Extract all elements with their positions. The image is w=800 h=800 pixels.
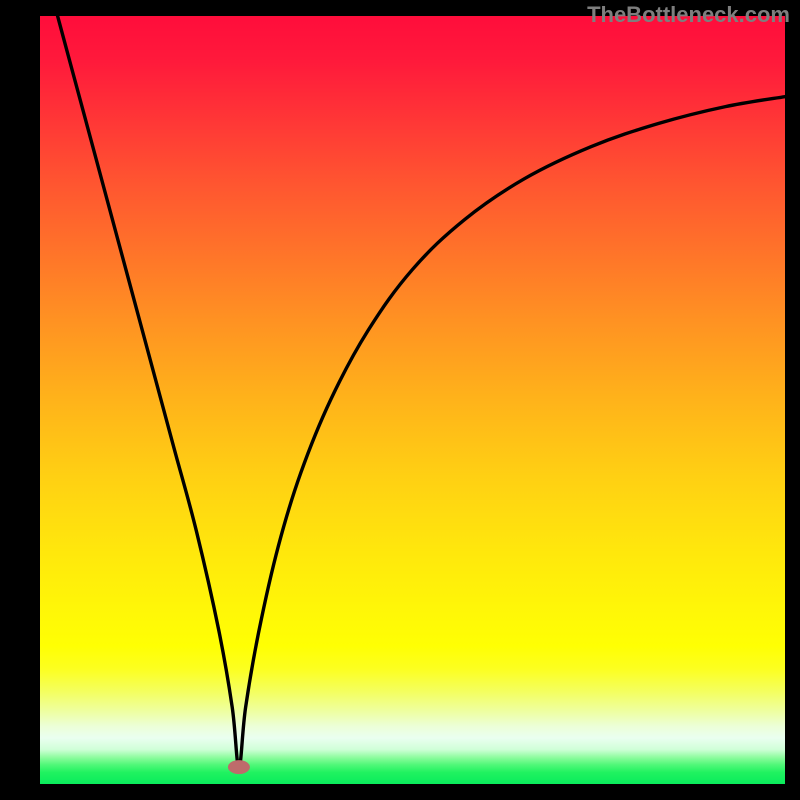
- chart-svg: [40, 16, 785, 784]
- gradient-background: [40, 16, 785, 784]
- optimal-point-marker: [228, 760, 250, 774]
- chart-plot-area: [40, 16, 785, 784]
- watermark-text: TheBottleneck.com: [587, 2, 790, 28]
- chart-outer-frame: TheBottleneck.com: [0, 0, 800, 800]
